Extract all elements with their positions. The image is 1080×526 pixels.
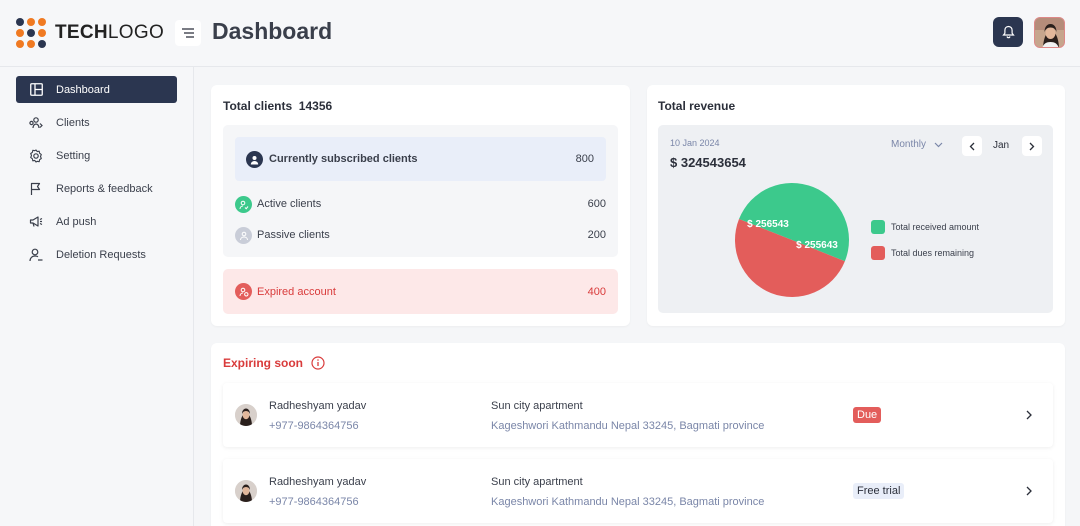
pie-data-label-received: $ 256543 — [747, 219, 789, 230]
expired-account-row[interactable]: Expired account 400 — [223, 269, 618, 314]
sidebar-item-label: Ad push — [56, 215, 97, 228]
legend-swatch-received — [871, 220, 885, 234]
client-name: Radheshyam yadav — [269, 476, 367, 488]
chevron-right-icon — [1029, 142, 1035, 150]
chevron-right-icon[interactable] — [1023, 484, 1035, 498]
info-icon[interactable] — [311, 356, 325, 370]
list-item[interactable]: Radheshyam yadav +977-9864364756 Sun cit… — [223, 383, 1053, 447]
revenue-date: 10 Jan 2024 — [670, 138, 720, 148]
sidebar-item-label: Dashboard — [56, 83, 110, 96]
client-address: Kageshwori Kathmandu Nepal 33245, Bagmat… — [491, 420, 765, 432]
expired-user-icon — [235, 283, 252, 300]
sidebar-item-deletion-requests[interactable]: Deletion Requests — [16, 241, 177, 268]
pie-slice-dues[interactable] — [734, 219, 845, 298]
notifications-button[interactable] — [993, 17, 1023, 47]
sidebar-item-reports[interactable]: Reports & feedback — [16, 175, 177, 202]
sidebar-item-label: Deletion Requests — [56, 248, 146, 261]
logo[interactable]: TECHLOGO — [16, 18, 164, 48]
sidebar-item-setting[interactable]: Setting — [16, 142, 177, 169]
active-clients-value: 600 — [587, 198, 606, 210]
client-avatar — [235, 480, 257, 502]
client-phone: +977-9864364756 — [269, 420, 359, 432]
prev-month-button[interactable] — [962, 136, 982, 156]
total-clients-title: Total clients 14356 — [223, 99, 333, 113]
period-select-value: Monthly — [891, 139, 927, 150]
megaphone-icon — [28, 214, 44, 230]
legend-label-dues: Total dues remaining — [891, 248, 975, 258]
chevron-left-icon — [969, 142, 975, 150]
client-place: Sun city apartment — [491, 476, 583, 488]
dashboard-icon — [28, 82, 44, 98]
subscribed-clients-row[interactable]: Currently subscribed clients 800 — [235, 137, 606, 181]
logo-mark-icon — [16, 18, 46, 48]
bell-icon — [1001, 25, 1015, 39]
list-item[interactable]: Radheshyam yadav +977-9864364756 Sun cit… — [223, 459, 1053, 523]
client-avatar — [235, 404, 257, 426]
page-title: Dashboard — [212, 18, 333, 44]
sidebar-item-dashboard[interactable]: Dashboard — [16, 76, 177, 103]
clients-icon — [28, 115, 44, 131]
clients-breakdown: Currently subscribed clients 800 Active … — [223, 125, 618, 257]
expired-account-value: 400 — [587, 286, 606, 298]
sidebar-item-label: Reports & feedback — [56, 182, 153, 195]
menu-icon — [182, 28, 194, 38]
total-clients-count: 14356 — [298, 99, 333, 113]
active-clients-label: Active clients — [257, 198, 322, 210]
subscribed-clients-label: Currently subscribed clients — [269, 153, 418, 165]
passive-clients-label: Passive clients — [257, 229, 330, 241]
total-revenue-title: Total revenue — [658, 99, 736, 113]
client-place: Sun city apartment — [491, 400, 583, 412]
legend-label-received: Total received amount — [891, 222, 980, 232]
top-bar: TECHLOGO Dashboard — [0, 0, 1080, 67]
client-phone: +977-9864364756 — [269, 496, 359, 508]
user-avatar[interactable] — [1034, 17, 1065, 48]
legend-swatch-dues — [871, 246, 885, 260]
expiring-soon-title: Expiring soon — [223, 356, 304, 370]
chevron-down-icon — [934, 142, 943, 147]
status-badge: Free trial — [853, 483, 905, 499]
revenue-amount: $ 324543654 — [670, 155, 746, 170]
logo-text: TECHLOGO — [55, 22, 165, 43]
total-clients-card: Total clients 14356 Currently subscribed… — [211, 85, 630, 326]
client-address: Kageshwori Kathmandu Nepal 33245, Bagmat… — [491, 496, 765, 508]
user-remove-icon — [28, 247, 44, 263]
menu-toggle-button[interactable] — [175, 20, 201, 46]
subscribed-clients-value: 800 — [575, 153, 594, 165]
active-user-icon — [235, 196, 252, 213]
expired-account-label: Expired account — [257, 286, 336, 298]
sidebar-item-clients[interactable]: Clients — [16, 109, 177, 136]
subscribed-user-icon — [246, 151, 263, 168]
pie-data-label-dues: $ 255643 — [796, 240, 838, 251]
next-month-button[interactable] — [1022, 136, 1042, 156]
sidebar-item-label: Setting — [56, 149, 91, 162]
sidebar-item-label: Clients — [56, 116, 90, 129]
total-revenue-card: Total revenue 10 Jan 2024 $ 324543654 Mo… — [647, 85, 1065, 326]
flag-icon — [28, 181, 44, 197]
sidebar: Dashboard Clients Setting Reports & feed… — [0, 67, 194, 526]
period-select[interactable]: Monthly — [891, 139, 943, 150]
gear-icon — [28, 148, 44, 164]
sidebar-item-ad-push[interactable]: Ad push — [16, 208, 177, 235]
current-month: Jan — [993, 140, 1010, 151]
expiring-soon-card: Expiring soon Radheshyam yadav +977-9864… — [211, 343, 1065, 526]
revenue-pie-chart: $ 256543 $ 255643 — [734, 183, 849, 298]
status-badge: Due — [853, 407, 882, 423]
revenue-panel: 10 Jan 2024 $ 324543654 Monthly Jan $ 25… — [658, 125, 1053, 313]
passive-user-icon — [235, 227, 252, 244]
chevron-right-icon[interactable] — [1023, 408, 1035, 422]
expiring-soon-header: Expiring soon — [223, 356, 325, 370]
passive-clients-value: 200 — [587, 229, 606, 241]
pie-slice-received[interactable] — [739, 183, 849, 262]
client-name: Radheshyam yadav — [269, 400, 367, 412]
